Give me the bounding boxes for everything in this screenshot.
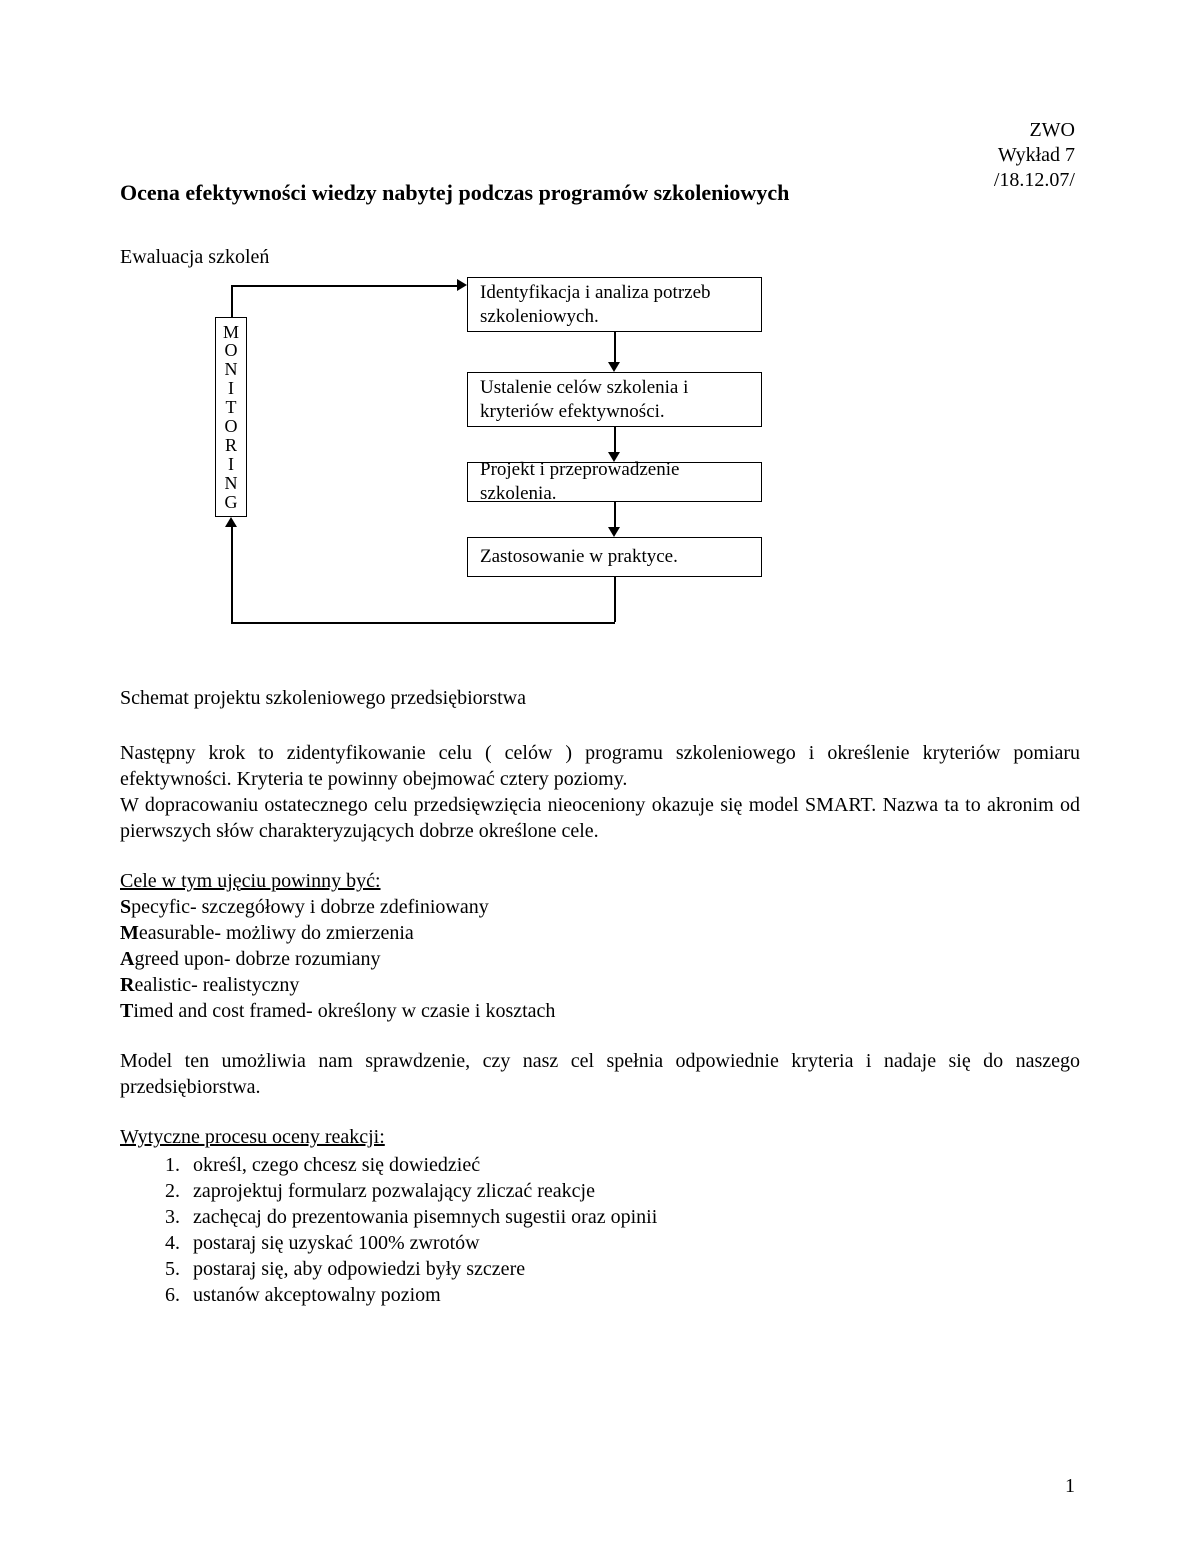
- monitoring-letter: R: [225, 436, 237, 455]
- arrow-head-icon: [457, 279, 467, 291]
- smart-item: Measurable- możliwy do zmierzenia: [120, 920, 1080, 946]
- guidelines-heading: Wytyczne procesu oceny reakcji:: [120, 1124, 1080, 1150]
- guideline-item: postaraj się, aby odpowiedzi były szczer…: [185, 1256, 1080, 1282]
- monitoring-letter: I: [228, 455, 234, 474]
- monitoring-letter: O: [225, 417, 238, 436]
- smart-rest: pecyfic- szczegółowy i dobrze zdefiniowa…: [131, 896, 489, 918]
- monitoring-letter: M: [223, 323, 239, 342]
- smart-rest: greed upon- dobrze rozumiany: [134, 948, 380, 970]
- header-meta: ZWO Wykład 7 /18.12.07/: [994, 118, 1075, 193]
- monitoring-box: M O N I T O R I N G: [215, 317, 247, 517]
- guidelines-list: określ, czego chcesz się dowiedzieć zapr…: [185, 1152, 1080, 1308]
- smart-bold: S: [120, 896, 131, 918]
- arrow-head-icon: [225, 517, 237, 527]
- schema-caption: Schemat projektu szkoleniowego przedsięb…: [120, 687, 1080, 710]
- monitoring-letter: O: [225, 341, 238, 360]
- connector-line: [231, 285, 459, 287]
- monitoring-letter: T: [226, 398, 237, 417]
- header-lecture: Wykład 7: [994, 143, 1075, 168]
- monitoring-letter: N: [225, 474, 238, 493]
- page-number: 1: [1065, 1475, 1075, 1498]
- smart-heading: Cele w tym ujęciu powinny być:: [120, 868, 1080, 894]
- monitoring-letter: N: [225, 360, 238, 379]
- training-flowchart: M O N I T O R I N G Identyfikacja i anal…: [120, 277, 1080, 657]
- smart-bold: T: [120, 1000, 133, 1022]
- flow-box-1-text: Identyfikacja i analiza potrzeb szkoleni…: [480, 281, 749, 329]
- flow-box-2-text: Ustalenie celów szkolenia i kryteriów ef…: [480, 376, 749, 424]
- smart-bold: M: [120, 922, 139, 944]
- header-org: ZWO: [994, 118, 1075, 143]
- flow-box-4: Zastosowanie w praktyce.: [467, 537, 762, 577]
- connector-line: [231, 622, 615, 624]
- evaluation-label: Ewaluacja szkoleń: [120, 246, 1080, 269]
- smart-item: Agreed upon- dobrze rozumiany: [120, 946, 1080, 972]
- header-date: /18.12.07/: [994, 168, 1075, 193]
- guideline-item: zachęcaj do prezentowania pisemnych suge…: [185, 1204, 1080, 1230]
- guideline-item: ustanów akceptowalny poziom: [185, 1282, 1080, 1308]
- connector-line: [614, 427, 616, 452]
- paragraph: Następny krok to zidentyfikowanie celu (…: [120, 740, 1080, 792]
- arrow-head-icon: [608, 452, 620, 462]
- monitoring-letter: I: [228, 379, 234, 398]
- connector-line: [614, 577, 616, 622]
- guideline-item: postaraj się uzyskać 100% zwrotów: [185, 1230, 1080, 1256]
- flow-box-4-text: Zastosowanie w praktyce.: [480, 545, 678, 569]
- connector-line: [231, 527, 233, 623]
- smart-rest: easurable- możliwy do zmierzenia: [139, 922, 414, 944]
- flow-box-2: Ustalenie celów szkolenia i kryteriów ef…: [467, 372, 762, 427]
- connector-line: [231, 285, 233, 317]
- monitoring-letter: G: [225, 493, 238, 512]
- smart-item: Realistic- realistyczny: [120, 972, 1080, 998]
- arrow-head-icon: [608, 527, 620, 537]
- flow-box-3: Projekt i przeprowadzenie szkolenia.: [467, 462, 762, 502]
- arrow-head-icon: [608, 362, 620, 372]
- connector-line: [614, 502, 616, 527]
- smart-rest: ealistic- realistyczny: [134, 974, 299, 996]
- smart-list: Specyfic- szczegółowy i dobrze zdefiniow…: [120, 894, 1080, 1024]
- document-page: ZWO Wykład 7 /18.12.07/ Ocena efektywnoś…: [0, 0, 1200, 1553]
- paragraph: W dopracowaniu ostatecznego celu przedsi…: [120, 792, 1080, 844]
- flow-box-3-text: Projekt i przeprowadzenie szkolenia.: [480, 458, 749, 506]
- body-text: Następny krok to zidentyfikowanie celu (…: [120, 740, 1080, 1308]
- connector-line: [614, 332, 616, 362]
- page-title: Ocena efektywności wiedzy nabytej podcza…: [120, 180, 1080, 206]
- smart-rest: imed and cost framed- określony w czasie…: [133, 1000, 555, 1022]
- smart-item: Timed and cost framed- określony w czasi…: [120, 998, 1080, 1024]
- flow-box-1: Identyfikacja i analiza potrzeb szkoleni…: [467, 277, 762, 332]
- guideline-item: zaprojektuj formularz pozwalający zlicza…: [185, 1178, 1080, 1204]
- paragraph: Model ten umożliwia nam sprawdzenie, czy…: [120, 1048, 1080, 1100]
- smart-item: Specyfic- szczegółowy i dobrze zdefiniow…: [120, 894, 1080, 920]
- guideline-item: określ, czego chcesz się dowiedzieć: [185, 1152, 1080, 1178]
- smart-bold: A: [120, 948, 134, 970]
- smart-bold: R: [120, 974, 134, 996]
